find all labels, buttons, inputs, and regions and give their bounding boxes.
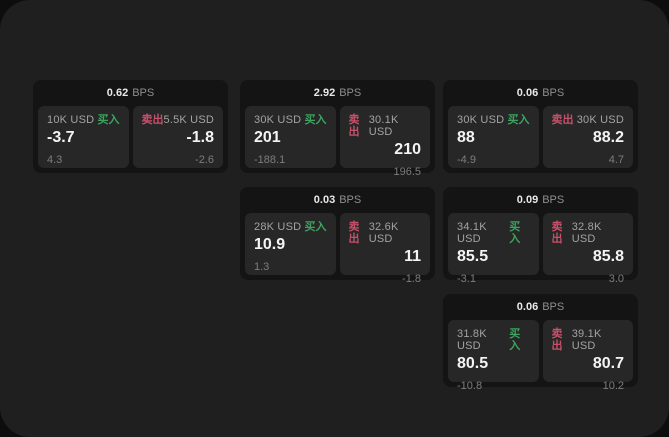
bps-value: 0.06 xyxy=(516,87,539,99)
quote-card-6: 0.06 BPS 31.8K USD 买入 80.5 -10.8 卖出 39.1… xyxy=(443,294,638,392)
quote-card-2: 2.92 BPS 30K USD 买入 201 -188.1 卖出 30.1K … xyxy=(240,80,435,178)
sell-delta: 4.7 xyxy=(608,154,624,166)
buy-delta: -188.1 xyxy=(254,154,286,166)
buy-cell[interactable]: 10K USD 买入 -3.7 4.3 xyxy=(38,106,129,168)
buy-amount: 31.8K USD xyxy=(457,328,487,352)
quote-card-1: 0.62 BPS 10K USD 买入 -3.7 4.3 卖出 5.5K USD… xyxy=(33,80,228,173)
bps-value: 0.03 xyxy=(313,194,336,206)
sell-cell[interactable]: 卖出 39.1K USD 80.7 10.2 xyxy=(542,320,633,392)
sell-cell[interactable]: 卖出 5.5K USD -1.8 -2.6 xyxy=(132,106,223,168)
sell-delta: 10.2 xyxy=(602,380,624,392)
buy-cell[interactable]: 34.1K USD 买入 85.5 -3.1 xyxy=(448,213,539,285)
sell-cell[interactable]: 卖出 32.8K USD 85.8 3.0 xyxy=(542,213,633,285)
sell-delta: -1.8 xyxy=(402,273,421,285)
buy-cell[interactable]: 30K USD 买入 88 -4.9 xyxy=(448,106,539,168)
sell-label[interactable]: 卖出 xyxy=(551,221,563,245)
sell-label[interactable]: 卖出 xyxy=(551,328,563,352)
quote-card-4: 0.03 BPS 28K USD 买入 10.9 1.3 卖出 32.6K US… xyxy=(240,187,435,285)
sell-amount: 32.8K USD xyxy=(571,221,602,245)
sell-price: 11 xyxy=(404,248,421,265)
buy-price: 85.5 xyxy=(457,248,489,265)
buy-delta: 4.3 xyxy=(47,154,63,166)
sell-label[interactable]: 卖出 xyxy=(551,114,574,126)
sell-label[interactable]: 卖出 xyxy=(141,114,164,126)
buy-price: 80.5 xyxy=(457,355,489,372)
buy-price: 88 xyxy=(457,129,475,146)
sell-price: 210 xyxy=(394,141,421,158)
bps-header: 0.03 BPS xyxy=(240,187,435,213)
bps-header: 0.62 BPS xyxy=(33,80,228,106)
bps-header: 0.09 BPS xyxy=(443,187,638,213)
bps-unit-label: BPS xyxy=(339,87,362,99)
sell-cell[interactable]: 卖出 30.1K USD 210 196.5 xyxy=(339,106,430,178)
buy-amount: 30K USD xyxy=(254,114,302,126)
buy-delta: -10.8 xyxy=(457,380,483,392)
buy-price: 10.9 xyxy=(254,236,286,253)
bps-value: 0.62 xyxy=(106,87,129,99)
sell-label[interactable]: 卖出 xyxy=(348,114,360,138)
sell-price: 85.8 xyxy=(592,248,624,265)
sell-cell[interactable]: 卖出 32.6K USD 11 -1.8 xyxy=(339,213,430,285)
bps-unit-label: BPS xyxy=(542,87,565,99)
sell-label[interactable]: 卖出 xyxy=(348,221,360,245)
bps-value: 2.92 xyxy=(313,87,336,99)
buy-delta: -4.9 xyxy=(457,154,476,166)
bps-value: 0.09 xyxy=(516,194,539,206)
sell-price: -1.8 xyxy=(186,129,214,146)
bps-unit-label: BPS xyxy=(132,87,155,99)
buy-cell[interactable]: 31.8K USD 买入 80.5 -10.8 xyxy=(448,320,539,392)
buy-label[interactable]: 买入 xyxy=(507,114,530,126)
bps-header: 0.06 BPS xyxy=(443,80,638,106)
bps-unit-label: BPS xyxy=(339,194,362,206)
sell-price: 80.7 xyxy=(592,355,624,372)
buy-label[interactable]: 买入 xyxy=(97,114,120,126)
sell-amount: 30K USD xyxy=(576,114,624,126)
buy-label[interactable]: 买入 xyxy=(509,221,521,245)
buy-amount: 10K USD xyxy=(47,114,95,126)
buy-price: 201 xyxy=(254,129,281,146)
buy-delta: -3.1 xyxy=(457,273,476,285)
buy-amount: 34.1K USD xyxy=(457,221,487,245)
quote-card-5: 0.09 BPS 34.1K USD 买入 85.5 -3.1 卖出 32.8K… xyxy=(443,187,638,285)
sell-amount: 5.5K USD xyxy=(163,114,215,126)
sell-amount: 30.1K USD xyxy=(368,114,399,138)
bps-header: 2.92 BPS xyxy=(240,80,435,106)
buy-delta: 1.3 xyxy=(254,261,270,273)
buy-amount: 30K USD xyxy=(457,114,505,126)
bps-unit-label: BPS xyxy=(542,301,565,313)
buy-amount: 28K USD xyxy=(254,221,302,233)
sell-amount: 39.1K USD xyxy=(571,328,602,352)
buy-label[interactable]: 买入 xyxy=(304,221,327,233)
buy-label[interactable]: 买入 xyxy=(509,328,521,352)
bps-header: 0.06 BPS xyxy=(443,294,638,320)
sell-amount: 32.6K USD xyxy=(368,221,399,245)
sell-delta: 3.0 xyxy=(608,273,624,285)
sell-price: 88.2 xyxy=(592,129,624,146)
buy-cell[interactable]: 28K USD 买入 10.9 1.3 xyxy=(245,213,336,275)
sell-cell[interactable]: 卖出 30K USD 88.2 4.7 xyxy=(542,106,633,168)
buy-cell[interactable]: 30K USD 买入 201 -188.1 xyxy=(245,106,336,168)
sell-delta: 196.5 xyxy=(393,166,421,178)
buy-price: -3.7 xyxy=(47,129,75,146)
sell-delta: -2.6 xyxy=(195,154,214,166)
bps-unit-label: BPS xyxy=(542,194,565,206)
buy-label[interactable]: 买入 xyxy=(304,114,327,126)
quote-card-3: 0.06 BPS 30K USD 买入 88 -4.9 卖出 30K USD 8… xyxy=(443,80,638,173)
bps-value: 0.06 xyxy=(516,301,539,313)
